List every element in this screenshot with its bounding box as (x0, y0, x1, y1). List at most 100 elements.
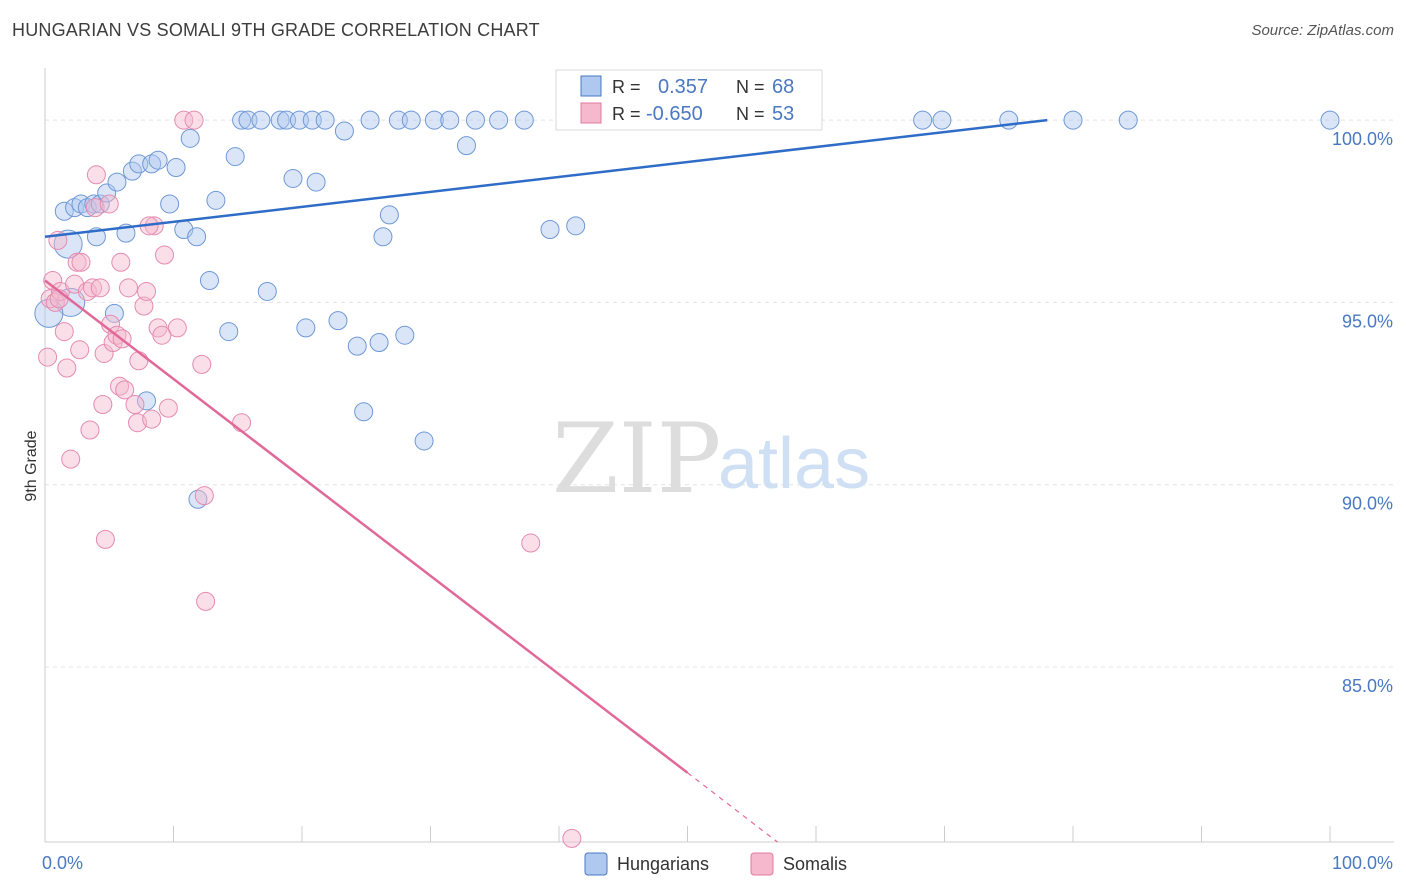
hungarian-point (379, 205, 399, 225)
somali-point (115, 380, 135, 400)
hungarian-point (306, 172, 326, 192)
somali-point (85, 198, 105, 218)
somali-point (111, 252, 131, 272)
legend-n-value: 53 (772, 103, 794, 125)
somali-point (562, 828, 582, 848)
hungarian-point (1063, 110, 1083, 130)
hungarian-point (270, 110, 290, 130)
hungarian-point (328, 311, 348, 331)
hungarian-point (414, 431, 434, 451)
somalis-swatch (580, 102, 602, 124)
somali-point (80, 420, 100, 440)
hungarian-point (206, 190, 226, 210)
somali-point (134, 296, 154, 316)
hungarian-point (251, 110, 271, 130)
hungarians-points (34, 110, 1340, 509)
somali-point (174, 110, 194, 130)
hungarian-point (465, 110, 485, 130)
somali-point (128, 413, 148, 433)
somali-point (70, 340, 90, 360)
hungarian-point (54, 201, 74, 221)
hungarian-point (1118, 110, 1138, 130)
y-tick-label: 95.0% (1342, 311, 1393, 331)
somali-point (158, 398, 178, 418)
somali-point (137, 281, 157, 301)
legend-hungarians-label: Hungarians (617, 854, 709, 874)
hungarian-point (373, 227, 393, 247)
y-tick-label: 90.0% (1342, 494, 1393, 514)
somali-point (196, 591, 216, 611)
somali-point (167, 318, 187, 338)
hungarian-point (77, 198, 97, 218)
somali-point (38, 347, 58, 367)
legend-hungarians-swatch (584, 852, 608, 876)
hungarian-point (1320, 110, 1340, 130)
hungarian-point (424, 110, 444, 130)
hungarian-point (257, 281, 277, 301)
hungarian-point (142, 154, 162, 174)
hungarian-point (53, 229, 83, 259)
somali-point (155, 245, 175, 265)
x-tick-labels: 0.0% 100.0% (42, 853, 1393, 873)
somali-point (93, 394, 113, 414)
somali-point (83, 278, 103, 298)
chart-title: HUNGARIAN VS SOMALI 9TH GRADE CORRELATIO… (12, 20, 540, 40)
somali-point (232, 413, 252, 433)
y-tick-labels: 85.0% 90.0% 95.0% 100.0% (1332, 129, 1393, 696)
x-tick-label: 0.0% (42, 853, 83, 873)
hungarian-point (401, 110, 421, 130)
hungarian-point (122, 161, 142, 181)
hungarian-point (232, 110, 252, 130)
legend-r-label: R = (612, 104, 641, 124)
hungarian-point (566, 216, 586, 236)
hungarians-trend-line (44, 118, 1048, 239)
somali-point (43, 271, 63, 291)
y-tick-label: 85.0% (1342, 676, 1393, 696)
somali-point (77, 281, 97, 301)
hungarian-point (137, 391, 157, 411)
gridlines (45, 119, 1394, 668)
watermark-atlas: atlas (718, 424, 870, 504)
hungarian-point (354, 402, 374, 422)
axes (44, 68, 1394, 843)
somali-point (110, 376, 130, 396)
hungarian-point (283, 168, 303, 188)
legend-somalis-swatch (750, 852, 774, 876)
legend-n-value: 68 (772, 76, 794, 98)
somalis-trend-line (44, 279, 689, 774)
hungarian-point (187, 227, 207, 247)
hungarian-point (225, 147, 245, 167)
hungarian-point (160, 194, 180, 214)
hungarian-point (199, 271, 219, 291)
hungarian-point (334, 121, 354, 141)
legend-somalis-label: Somalis (783, 854, 847, 874)
somali-point (90, 278, 110, 298)
hungarian-point (180, 128, 200, 148)
series-legend: Hungarians Somalis (584, 852, 847, 876)
hungarian-point (456, 136, 476, 156)
somali-point (61, 449, 81, 469)
source-credit: Source: ZipAtlas.com (1251, 22, 1394, 39)
somali-point (129, 351, 149, 371)
hungarian-point (395, 325, 415, 345)
hungarian-point (489, 110, 509, 130)
y-axis-label: 9th Grade (23, 430, 40, 501)
somali-point (54, 322, 74, 342)
hungarian-point (104, 303, 124, 323)
somali-point (152, 325, 172, 345)
somali-point (57, 358, 77, 378)
hungarian-point (540, 219, 560, 239)
somali-point (95, 529, 115, 549)
somali-point (192, 354, 212, 374)
x-tick-label: 100.0% (1332, 853, 1393, 873)
hungarian-point (148, 150, 168, 170)
hungarian-point (107, 172, 127, 192)
legend-n-label: N = (736, 104, 765, 124)
hungarian-point (296, 318, 316, 338)
somali-point (142, 409, 162, 429)
hungarian-point (913, 110, 933, 130)
somali-point (125, 394, 145, 414)
hungarian-point (188, 489, 208, 509)
hungarian-point (347, 336, 367, 356)
